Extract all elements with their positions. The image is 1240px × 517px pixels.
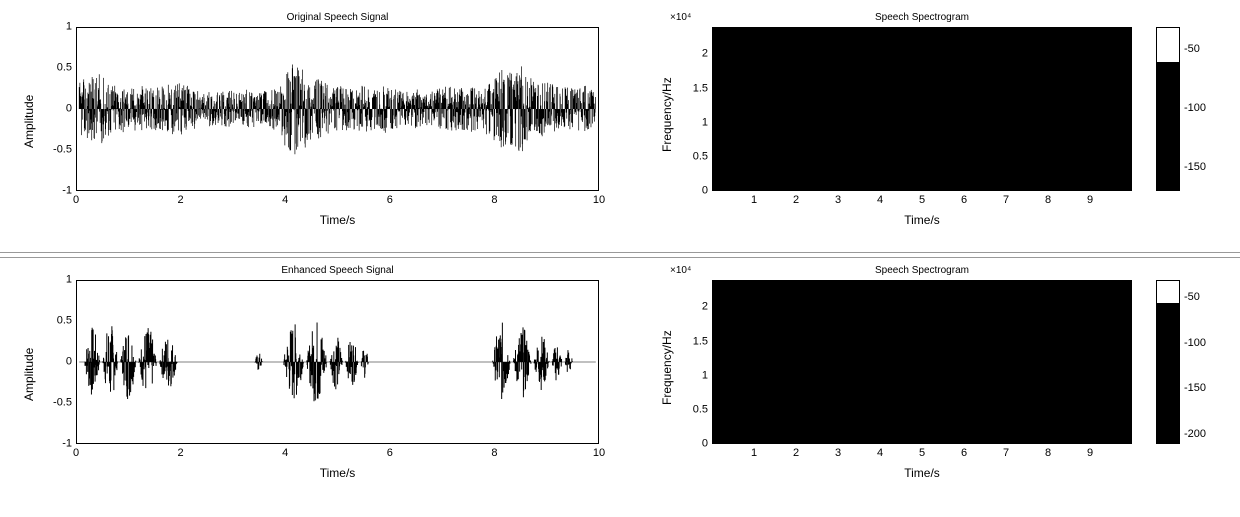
colorbar-tick: -200: [1184, 429, 1206, 440]
colorbar-top: [1156, 27, 1180, 62]
x-tick: 6: [961, 195, 967, 206]
y-tick: -1: [36, 439, 72, 450]
x-tick: 0: [73, 195, 79, 206]
y-tick: 0: [680, 439, 708, 450]
spectrogram-area: [712, 27, 1132, 191]
x-axis-label: Time/s: [712, 213, 1132, 227]
x-tick: 8: [491, 195, 497, 206]
x-tick: 6: [387, 448, 393, 459]
x-tick: 8: [491, 448, 497, 459]
x-tick: 4: [877, 195, 883, 206]
y-tick: 0: [36, 357, 72, 368]
colorbar-fill: [1156, 62, 1180, 191]
y-tick: 2: [680, 302, 708, 313]
y-tick: 0.5: [36, 63, 72, 74]
y-tick: 1.5: [680, 336, 708, 347]
x-tick: 2: [793, 448, 799, 459]
x-tick: 4: [877, 448, 883, 459]
x-tick: 3: [835, 448, 841, 459]
waveform-plot: [77, 281, 598, 443]
row-divider: [0, 252, 1240, 258]
x-tick: 2: [793, 195, 799, 206]
y-tick: 2: [680, 49, 708, 60]
x-axis-label: Time/s: [76, 466, 599, 480]
colorbar-tick: -100: [1184, 338, 1206, 349]
y-axis-label: Amplitude: [22, 95, 36, 148]
y-tick: -1: [36, 186, 72, 197]
y-axis-label: Frequency/Hz: [660, 330, 674, 405]
y-tick: 0.5: [680, 404, 708, 415]
spectrogram-area: [712, 280, 1132, 444]
x-tick: 3: [835, 195, 841, 206]
x-tick: 2: [178, 448, 184, 459]
colorbar-fill: [1156, 303, 1180, 444]
x-tick: 8: [1045, 448, 1051, 459]
colorbar: [1156, 27, 1180, 191]
x-tick: 5: [919, 448, 925, 459]
x-tick: 9: [1087, 448, 1093, 459]
x-axis-label: Time/s: [76, 213, 599, 227]
x-tick: 6: [961, 448, 967, 459]
axis-exponent: ×10⁴: [670, 12, 691, 23]
axis-exponent: ×10⁴: [670, 265, 691, 276]
plot-area: [76, 27, 599, 191]
y-tick: 0: [680, 186, 708, 197]
y-axis-label: Amplitude: [22, 348, 36, 401]
figure-container: Original Speech Signal Amplitude Time/s …: [0, 0, 1240, 517]
y-axis-label: Frequency/Hz: [660, 77, 674, 152]
x-tick: 9: [1087, 195, 1093, 206]
y-tick: -0.5: [36, 145, 72, 156]
y-tick: 1: [680, 370, 708, 381]
y-tick: 0: [36, 104, 72, 115]
y-tick: 1: [36, 275, 72, 286]
y-tick: 0.5: [36, 316, 72, 327]
y-tick: 1.5: [680, 83, 708, 94]
colorbar-tick: -50: [1184, 292, 1200, 303]
colorbar-top: [1156, 280, 1180, 303]
x-tick: 10: [593, 448, 605, 459]
x-tick: 7: [1003, 448, 1009, 459]
chart-title: Speech Spectrogram: [712, 265, 1132, 276]
plot-area: [76, 280, 599, 444]
x-tick: 6: [387, 195, 393, 206]
y-tick: -0.5: [36, 398, 72, 409]
x-tick: 4: [282, 195, 288, 206]
x-tick: 10: [593, 195, 605, 206]
x-tick: 8: [1045, 195, 1051, 206]
chart-title: Enhanced Speech Signal: [76, 265, 599, 276]
colorbar-tick: -100: [1184, 103, 1206, 114]
x-tick: 2: [178, 195, 184, 206]
x-tick: 4: [282, 448, 288, 459]
x-tick: 7: [1003, 195, 1009, 206]
y-tick: 1: [36, 22, 72, 33]
x-tick: 5: [919, 195, 925, 206]
colorbar-tick: -150: [1184, 162, 1206, 173]
colorbar-tick: -50: [1184, 44, 1200, 55]
chart-title: Speech Spectrogram: [712, 12, 1132, 23]
x-axis-label: Time/s: [712, 466, 1132, 480]
y-tick: 0.5: [680, 151, 708, 162]
x-tick: 0: [73, 448, 79, 459]
colorbar: [1156, 280, 1180, 444]
y-tick: 1: [680, 117, 708, 128]
colorbar-tick: -150: [1184, 383, 1206, 394]
x-tick: 1: [751, 195, 757, 206]
chart-title: Original Speech Signal: [76, 12, 599, 23]
x-tick: 1: [751, 448, 757, 459]
waveform-plot: [77, 28, 598, 190]
